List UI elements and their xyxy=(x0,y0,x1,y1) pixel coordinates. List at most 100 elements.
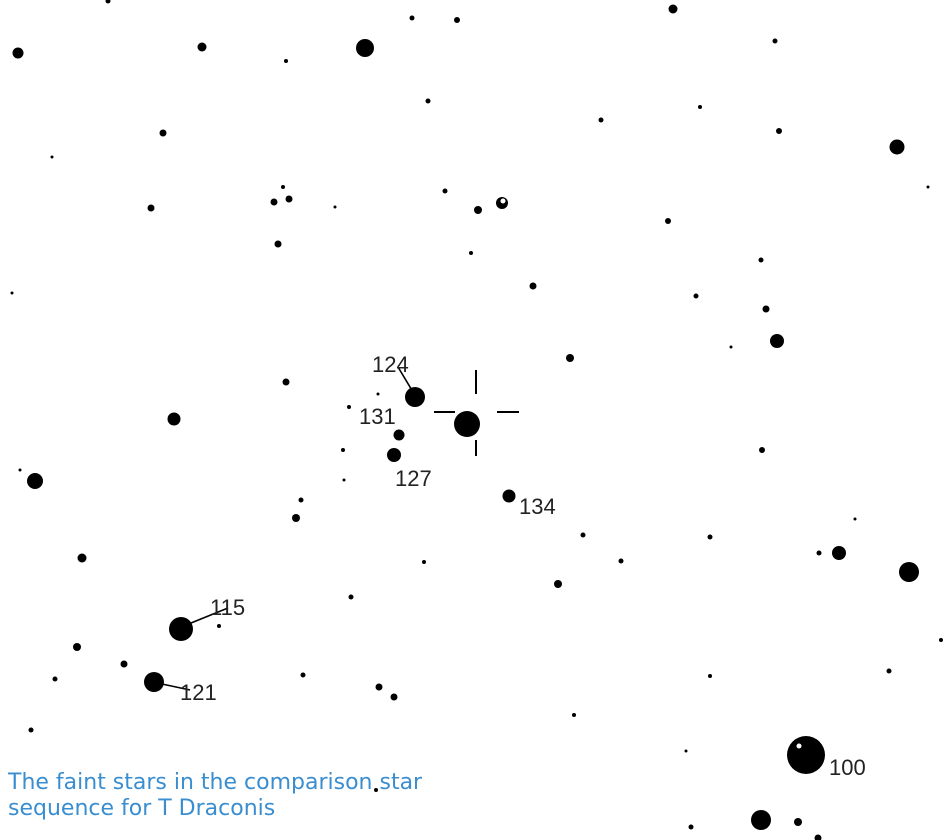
star-2 xyxy=(454,17,460,23)
label-124: 124 xyxy=(372,352,409,377)
star-68 xyxy=(886,668,892,674)
star-31 xyxy=(693,293,699,299)
caption-line-1: The faint stars in the comparison star xyxy=(8,770,423,795)
star-78 xyxy=(787,736,825,774)
star-83 xyxy=(814,834,822,840)
star-41 xyxy=(454,411,480,437)
star-30 xyxy=(529,282,537,290)
star-72 xyxy=(144,672,164,692)
star-46 xyxy=(18,468,22,472)
star-1 xyxy=(409,15,415,21)
star-47 xyxy=(27,473,43,489)
star-35 xyxy=(566,354,574,362)
star-62 xyxy=(348,594,354,600)
label-131: 131 xyxy=(359,404,396,429)
star-43 xyxy=(341,448,345,452)
star-75 xyxy=(572,713,576,717)
star-40 xyxy=(167,412,181,426)
star-51 xyxy=(292,514,300,522)
star-12 xyxy=(159,129,167,137)
star-42 xyxy=(393,429,405,441)
star-37 xyxy=(376,392,380,396)
star-53 xyxy=(580,532,586,538)
label-115: 115 xyxy=(210,595,245,620)
star-25 xyxy=(926,185,930,189)
star-4 xyxy=(12,47,24,59)
star-81 xyxy=(751,810,771,830)
field-stars xyxy=(10,0,943,840)
star-71 xyxy=(708,674,712,678)
star-38 xyxy=(405,387,425,407)
star-50 xyxy=(298,497,304,503)
star-34 xyxy=(770,334,784,348)
star-36 xyxy=(282,378,290,386)
star-21 xyxy=(442,188,448,194)
star-73 xyxy=(375,683,383,691)
star-10 xyxy=(698,105,702,109)
star-18 xyxy=(285,195,293,203)
star-77 xyxy=(684,749,688,753)
star-39 xyxy=(347,405,351,409)
label-leaders xyxy=(161,366,414,691)
star-9 xyxy=(425,98,431,104)
star-55 xyxy=(77,553,87,563)
star-65 xyxy=(939,638,943,642)
star-7 xyxy=(356,39,374,57)
star-highlight-0 xyxy=(500,198,506,204)
star-20 xyxy=(333,205,337,209)
star-22 xyxy=(474,206,482,214)
star-52 xyxy=(853,517,857,521)
star-3 xyxy=(668,4,678,14)
star-56 xyxy=(422,560,426,564)
label-121: 121 xyxy=(180,680,217,705)
star-60 xyxy=(899,562,919,582)
star-57 xyxy=(618,558,624,564)
star-69 xyxy=(52,676,58,682)
label-127: 127 xyxy=(395,466,432,491)
star-24 xyxy=(665,218,671,224)
star-63 xyxy=(169,617,193,641)
star-70 xyxy=(300,672,306,678)
label-100: 100 xyxy=(829,755,866,780)
star-80 xyxy=(688,824,694,830)
star-13 xyxy=(776,128,782,134)
star-64 xyxy=(217,624,221,628)
star-32 xyxy=(762,305,770,313)
star-59 xyxy=(832,546,846,560)
star-76 xyxy=(28,727,34,733)
star-highlight-1 xyxy=(796,743,802,749)
label-134: 134 xyxy=(519,494,556,519)
target-crosshair xyxy=(434,370,519,456)
caption-line-2: sequence for T Draconis xyxy=(8,796,276,821)
star-49 xyxy=(502,489,516,503)
star-45 xyxy=(759,447,765,453)
star-28 xyxy=(758,257,764,263)
star-66 xyxy=(73,643,81,651)
star-0 xyxy=(105,0,111,4)
star-54 xyxy=(707,534,713,540)
star-48 xyxy=(342,478,346,482)
star-33 xyxy=(729,345,733,349)
star-79 xyxy=(374,788,378,792)
star-8 xyxy=(772,38,778,44)
star-16 xyxy=(281,185,285,189)
star-29 xyxy=(10,291,14,295)
star-74 xyxy=(390,693,398,701)
star-58 xyxy=(816,550,822,556)
star-82 xyxy=(794,818,802,826)
star-19 xyxy=(147,204,155,212)
star-5 xyxy=(197,42,207,52)
star-26 xyxy=(274,240,282,248)
star-6 xyxy=(284,59,288,63)
star-17 xyxy=(270,198,278,206)
star-27 xyxy=(469,251,473,255)
star-61 xyxy=(554,580,562,588)
star-44 xyxy=(387,448,401,462)
chart-caption: The faint stars in the comparison star s… xyxy=(8,770,478,822)
star-14 xyxy=(889,139,905,155)
star-67 xyxy=(120,660,128,668)
star-15 xyxy=(50,155,54,159)
star-11 xyxy=(598,117,604,123)
